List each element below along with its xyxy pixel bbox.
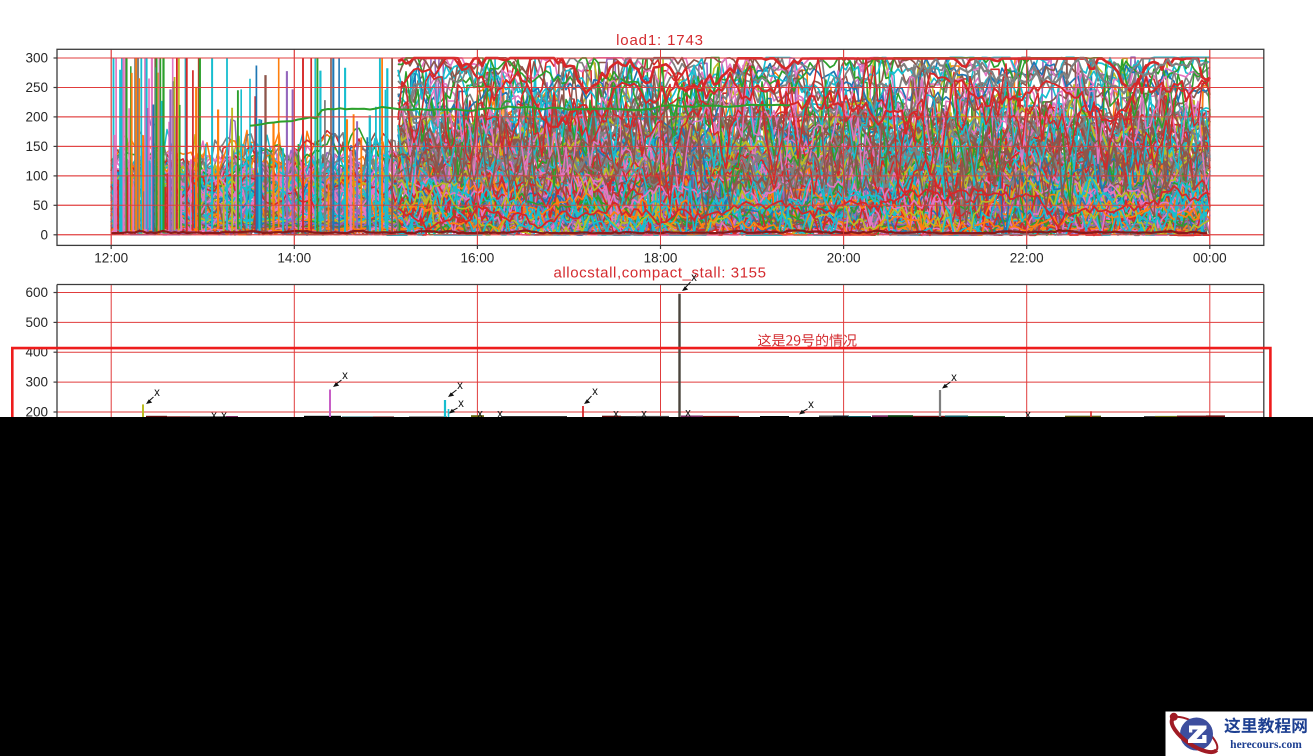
svg-text:x: x (1025, 410, 1031, 422)
svg-text:x: x (457, 380, 463, 392)
svg-text:x: x (592, 386, 598, 398)
svg-text:250: 250 (25, 80, 48, 95)
svg-text:00:00: 00:00 (1193, 251, 1227, 266)
svg-text:14:00: 14:00 (277, 251, 311, 266)
svg-text:300: 300 (25, 375, 48, 390)
svg-text:x: x (497, 409, 503, 421)
svg-text:150: 150 (25, 139, 48, 154)
svg-text:16:00: 16:00 (461, 251, 495, 266)
svg-text:200: 200 (25, 405, 48, 420)
svg-text:x: x (613, 409, 619, 421)
svg-text:x: x (685, 408, 691, 420)
svg-text:x: x (458, 398, 464, 410)
svg-text:200: 200 (25, 109, 48, 124)
svg-text:x: x (211, 410, 217, 422)
svg-text:herecours.com: herecours.com (1230, 739, 1302, 751)
svg-text:x: x (477, 409, 483, 421)
svg-text:x: x (342, 370, 348, 382)
svg-text:x: x (808, 399, 814, 411)
svg-text:x: x (641, 409, 647, 421)
svg-text:0: 0 (40, 227, 48, 242)
svg-text:x: x (951, 372, 957, 384)
svg-text:12:00: 12:00 (94, 251, 128, 266)
svg-text:22:00: 22:00 (1010, 251, 1044, 266)
svg-text:600: 600 (25, 285, 48, 300)
svg-text:x: x (221, 410, 227, 422)
svg-text:x: x (154, 387, 160, 399)
svg-text:300: 300 (25, 51, 48, 66)
svg-text:50: 50 (33, 198, 48, 213)
svg-text:100: 100 (25, 168, 48, 183)
svg-text:allocstall,compact_stall: 3155: allocstall,compact_stall: 3155 (553, 265, 766, 282)
svg-text:20:00: 20:00 (827, 251, 861, 266)
svg-text:18:00: 18:00 (644, 251, 678, 266)
svg-text:load1: 1743: load1: 1743 (616, 32, 704, 49)
svg-text:x: x (691, 272, 697, 284)
svg-text:500: 500 (25, 315, 48, 330)
